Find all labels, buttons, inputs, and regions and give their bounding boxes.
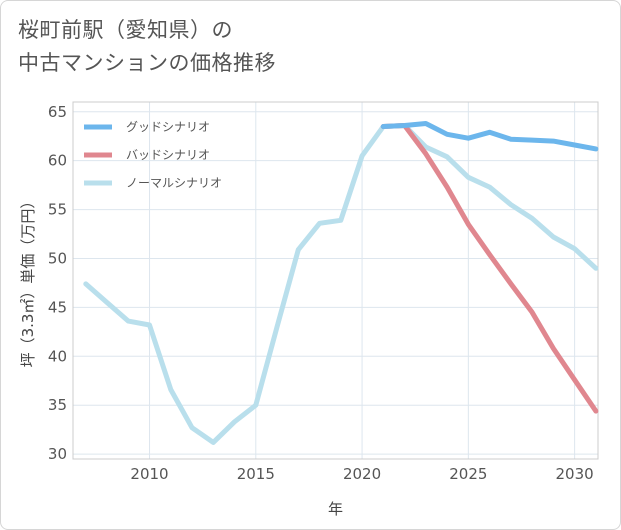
- series-lines: [83, 121, 599, 445]
- legend-label-1: バッドシナリオ: [126, 148, 210, 162]
- y-tick-40: 40: [48, 347, 67, 365]
- x-tick-2025: 2025: [449, 465, 487, 483]
- y-tick-60: 60: [48, 152, 67, 170]
- y-tick-30: 30: [48, 445, 67, 463]
- chart-title: 桜町前駅（愛知県）の 中古マンションの価格推移: [18, 14, 276, 80]
- y-axis-label: 坪（3.3㎡）単価（万円）: [19, 194, 37, 368]
- y-tick-35: 35: [48, 396, 67, 414]
- x-axis-label: 年: [328, 500, 343, 518]
- x-tick-2010: 2010: [130, 465, 168, 483]
- legend-label-2: ノーマルシナリオ: [126, 176, 222, 190]
- y-tick-50: 50: [48, 249, 67, 267]
- y-tick-45: 45: [48, 298, 67, 316]
- x-tick-2020: 2020: [343, 465, 381, 483]
- y-tick-65: 65: [48, 103, 67, 121]
- y-tick-55: 55: [48, 201, 67, 219]
- x-tick-labels: 2010 2015 2020 2025 2030: [130, 465, 593, 483]
- series-line-1: [380, 123, 599, 414]
- plot-frame: [72, 101, 599, 460]
- legend-label-0: グッドシナリオ: [126, 120, 210, 134]
- chart-title-line2: 中古マンションの価格推移: [18, 51, 276, 75]
- y-tick-labels: 30 35 40 45 50 55 60 65: [48, 103, 67, 463]
- x-tick-2015: 2015: [237, 465, 275, 483]
- series-line-2: [83, 123, 599, 445]
- x-tick-2030: 2030: [556, 465, 594, 483]
- chart-title-line1: 桜町前駅（愛知県）の: [18, 18, 233, 42]
- series-line-0: [380, 121, 599, 152]
